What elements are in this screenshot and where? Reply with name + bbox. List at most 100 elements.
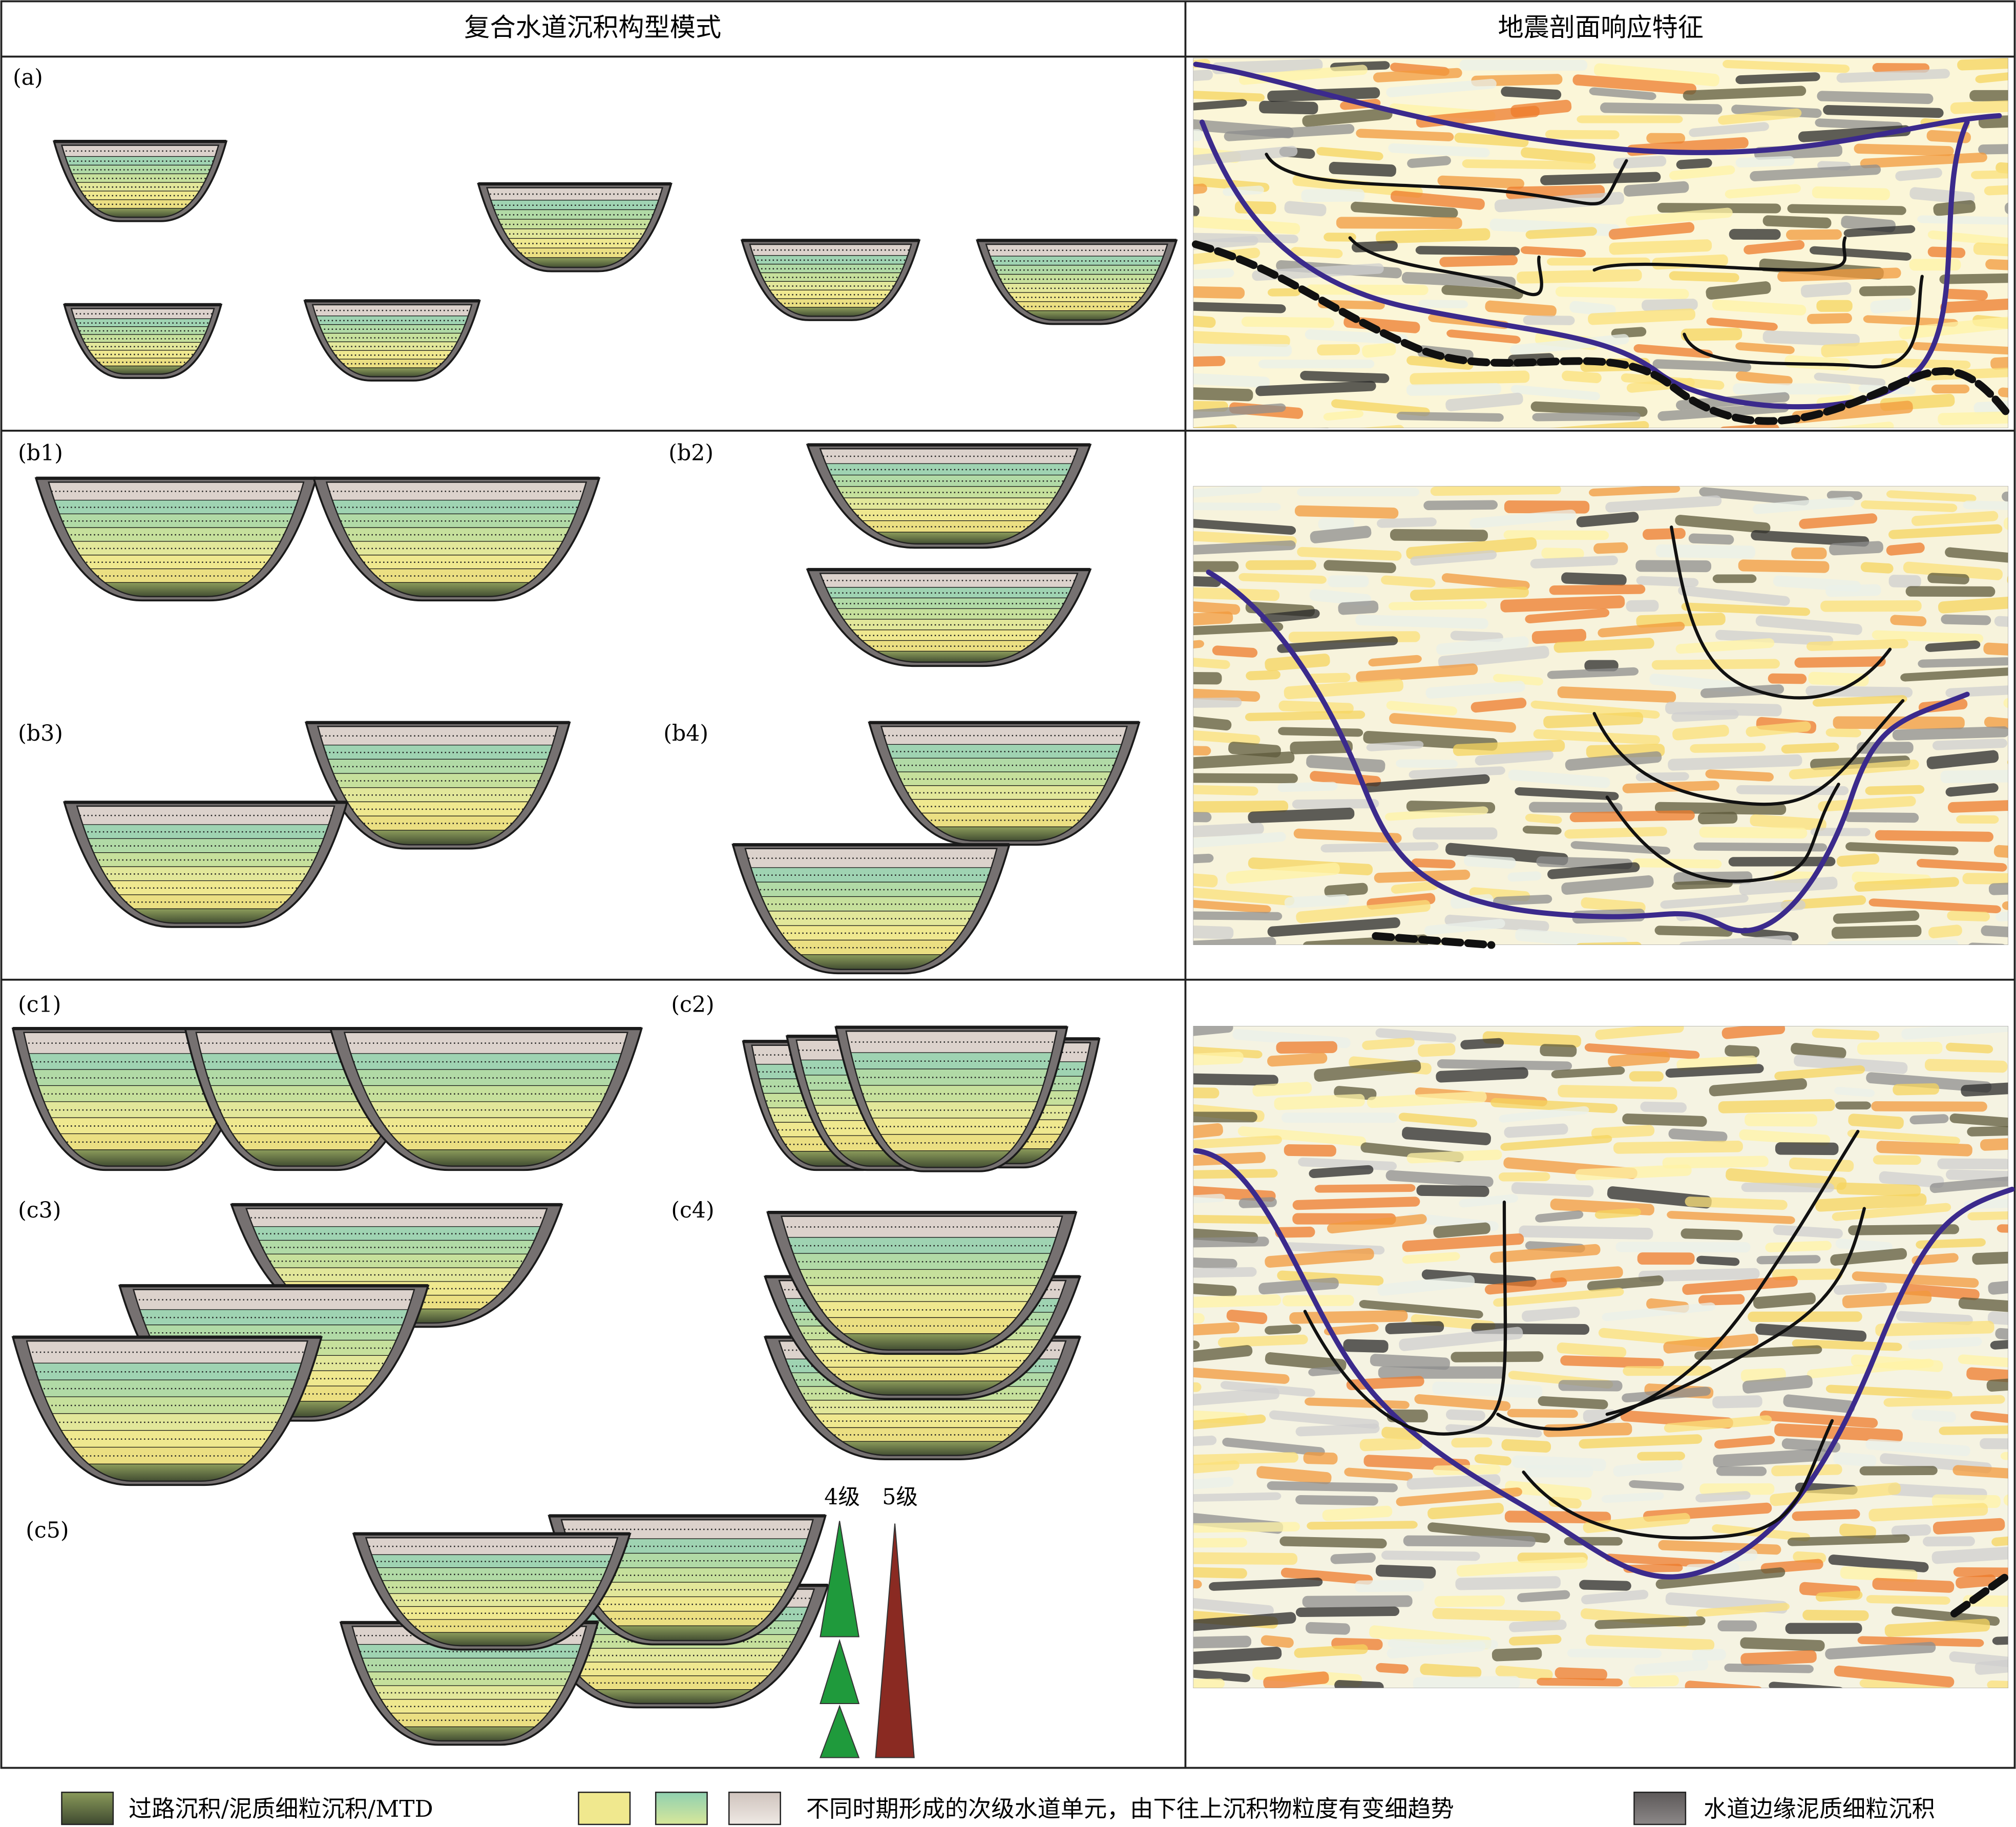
interpretation-line [1191, 240, 2010, 425]
channel-outline [819, 573, 1079, 663]
seismic-event [1605, 495, 1722, 513]
seismic-event [1373, 68, 1462, 82]
legend-swatch [1633, 1791, 1687, 1825]
seismic-event [1937, 1158, 2008, 1170]
channel-band [312, 333, 472, 343]
seismic-event [1309, 1165, 1374, 1179]
seismic-event [1418, 300, 1468, 309]
channel-band [312, 350, 472, 361]
interpretation-line [1683, 275, 1924, 369]
seismic-event [1306, 1622, 1350, 1635]
seismic-event [1671, 709, 1739, 722]
channel-fill [986, 244, 1168, 321]
seismic-event [1605, 1553, 1716, 1568]
seismic-event [1572, 74, 1697, 95]
channel-band [77, 838, 334, 854]
seismic-event [1520, 246, 1586, 258]
seismic-event [1274, 1094, 1365, 1110]
seismic-event [1367, 1091, 1487, 1108]
seismic-event [1418, 1043, 1456, 1057]
seismic-event [1445, 392, 1523, 411]
seismic-event [1717, 1620, 1757, 1632]
seismic-event [1327, 1214, 1427, 1234]
seismic-event [1193, 1123, 1223, 1141]
channel [731, 843, 1011, 975]
seismic-event [1509, 1620, 1567, 1632]
seismic-event [1375, 1028, 1457, 1043]
seismic-event [1613, 1140, 1743, 1154]
table-frame [0, 0, 2016, 1769]
channel-band [312, 368, 472, 377]
seismic-event [1978, 143, 2008, 155]
seismic-event [1923, 1536, 1975, 1547]
seismic-event [1376, 228, 1490, 244]
seismic-event [1773, 1225, 1843, 1239]
seismic-event [1334, 1679, 1384, 1688]
seismic-event [1295, 1606, 1400, 1617]
seismic-event [1825, 728, 1861, 738]
seismic-event [1525, 1465, 1593, 1478]
seismic-event [1511, 1182, 1594, 1198]
seismic-event [1740, 1637, 1825, 1651]
seismic-event [1947, 911, 1990, 922]
seismic-event [1668, 1128, 1728, 1143]
seismic-event [1193, 1214, 1273, 1224]
seismic-event [1622, 1113, 1707, 1127]
seismic-event [1555, 286, 1689, 300]
seismic-event [1362, 1037, 1415, 1050]
seismic-event [1522, 826, 1562, 835]
seismic-event [1455, 1576, 1561, 1590]
seismic-event [1437, 1059, 1572, 1070]
seismic-event [1237, 1126, 1367, 1146]
seismic-event [1944, 288, 1988, 301]
level4-triangle [820, 1639, 860, 1705]
header-right: 地震剖面响应特征 [1498, 12, 1704, 42]
panel-label: (c1) [18, 992, 61, 1018]
seismic-event [1938, 593, 2008, 614]
seismic-event [1836, 853, 1880, 867]
legend-swatch [61, 1791, 114, 1825]
seismic-event [1320, 842, 1439, 853]
seismic-event [1306, 284, 1429, 296]
seismic-event [1909, 1114, 1949, 1125]
channel-band [881, 827, 1127, 841]
seismic-event [1956, 815, 1999, 824]
seismic-event [1735, 72, 1820, 85]
seismic-event [1355, 1580, 1424, 1592]
seismic-event [1193, 600, 1241, 615]
seismic-event [1815, 1590, 1863, 1602]
panel-label: (b4) [663, 721, 708, 746]
seismic-event [1436, 636, 1529, 655]
channel-band [77, 867, 334, 882]
seismic-event [1547, 862, 1640, 879]
seismic-event [1688, 533, 1734, 545]
seismic-event [1193, 90, 1265, 102]
seismic-event [1940, 298, 2008, 313]
seismic-event [1193, 561, 1239, 572]
seismic-event [1441, 573, 1530, 590]
legend-label: 不同时期形成的次级水道单元，由下往上沉积物粒度有变细趋势 [806, 1795, 1454, 1822]
seismic-event [1799, 513, 1878, 529]
level4-triangle [820, 1705, 860, 1758]
seismic-event [1852, 1271, 1979, 1288]
channel-outline [781, 1215, 1063, 1351]
seismic-event [1839, 1523, 1876, 1539]
seismic-event [1589, 87, 1656, 100]
seismic-event [1261, 1635, 1294, 1648]
seismic-event [1301, 188, 1365, 202]
seismic-event [1302, 108, 1393, 127]
seismic-event [1657, 203, 1781, 214]
seismic-event [1343, 1339, 1389, 1353]
seismic-event [1317, 344, 1360, 356]
seismic-section [1193, 486, 2008, 945]
seismic-event [1252, 1082, 1312, 1097]
level5-label: 5级 [882, 1484, 918, 1510]
channel-outline [845, 1030, 1058, 1168]
seismic-event [1931, 384, 1970, 394]
seismic-event [1950, 99, 2008, 114]
seismic-event [1529, 802, 1623, 814]
seismic-event [1305, 329, 1409, 345]
channel-outline [819, 448, 1079, 545]
seismic-section [1193, 1026, 2008, 1688]
channel-band [77, 895, 334, 910]
